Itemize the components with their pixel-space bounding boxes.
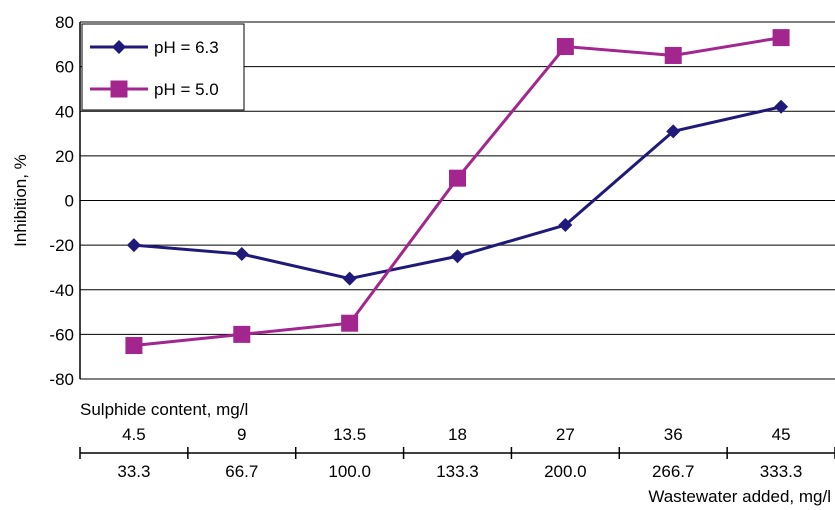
- y-tick-label: 40: [55, 102, 74, 121]
- data-point-diamond: [126, 238, 141, 253]
- x-category-label: 4.5: [122, 425, 146, 444]
- data-point-diamond: [342, 271, 357, 286]
- data-point-diamond: [450, 249, 465, 264]
- x-category-label: 27: [556, 425, 575, 444]
- y-tick-label: -60: [49, 325, 74, 344]
- x-secondary-label: 33.3: [117, 462, 150, 481]
- x-secondary-label: 133.3: [436, 462, 479, 481]
- legend-box: [81, 23, 245, 111]
- legend-label: pH = 5.0: [154, 80, 219, 99]
- x-category-label: 13.5: [333, 425, 366, 444]
- legend-marker-square: [110, 80, 128, 98]
- x-category-label: 45: [772, 425, 791, 444]
- y-tick-label: 80: [55, 13, 74, 32]
- data-point-diamond: [666, 124, 681, 139]
- x-axis-title-secondary: Wastewater added, mg/l: [648, 487, 831, 506]
- x-secondary-label: 333.3: [760, 462, 803, 481]
- data-point-square: [772, 29, 790, 47]
- y-tick-label: -20: [49, 236, 74, 255]
- data-point-square: [233, 325, 251, 343]
- data-point-square: [449, 169, 466, 187]
- x-secondary-label: 200.0: [544, 462, 587, 481]
- x-axis-labels-secondary: 33.3 66.7 100.0 133.3 200.0 266.7 333.3: [117, 462, 802, 481]
- data-point-diamond: [774, 99, 789, 114]
- x-category-label: 36: [664, 425, 683, 444]
- data-point-square: [664, 46, 682, 64]
- data-point-square: [556, 38, 574, 56]
- y-tick-label: 60: [55, 58, 74, 77]
- y-tick-label: -40: [49, 281, 74, 300]
- x-category-label: 9: [237, 425, 246, 444]
- y-axis-title: Inhibition, %: [11, 154, 30, 247]
- x-secondary-label: 100.0: [328, 462, 371, 481]
- x-axis-ticks-secondary: [79, 447, 835, 459]
- y-axis-ticks: 80 60 40 20 0 -20 -40 -60 -80: [49, 13, 74, 389]
- series-markers: [125, 29, 790, 355]
- data-point-square: [341, 314, 359, 332]
- x-secondary-label: 66.7: [225, 462, 258, 481]
- x-category-label: 18: [448, 425, 467, 444]
- legend: pH = 6.3 pH = 5.0: [81, 23, 245, 111]
- data-point-diamond: [558, 218, 573, 233]
- y-tick-label: 20: [55, 147, 74, 166]
- x-secondary-label: 266.7: [652, 462, 695, 481]
- y-tick-label: 0: [65, 192, 74, 211]
- x-axis-title-primary: Sulphide content, mg/l: [80, 400, 248, 419]
- legend-marker-diamond: [112, 40, 126, 54]
- x-axis-labels-primary: 4.5 9 13.5 18 27 36 45: [122, 425, 790, 444]
- y-tick-label: -80: [49, 370, 74, 389]
- data-point-square: [125, 337, 143, 355]
- data-point-diamond: [234, 247, 249, 262]
- legend-label: pH = 6.3: [154, 38, 219, 57]
